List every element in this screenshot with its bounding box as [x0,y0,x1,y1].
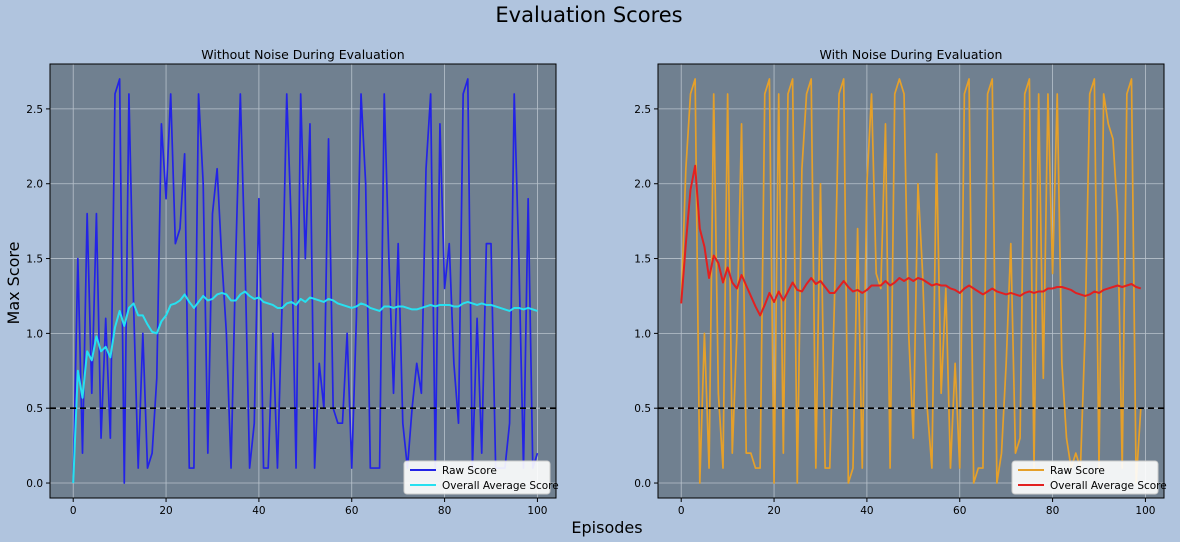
chart-title: Without Noise During Evaluation [201,47,404,62]
tick-layer: 0 20 40 60 80 100 0.0 0.5 1.0 1.5 2.0 2.5 [634,104,1155,517]
legend-box [403,460,551,495]
plot-frame [657,63,1165,499]
y-tick-label: 0.0 [634,478,651,490]
y-tick-label: 0.5 [634,403,651,415]
y-tick-label: 0.5 [26,403,43,415]
x-tick-label: 60 [953,505,966,517]
x-tick-label: 40 [252,505,265,517]
x-tick-label: 0 [70,505,77,517]
y-tick-label: 2.5 [634,104,651,116]
y-tick-label: 2.5 [26,104,43,116]
y-tick-label: 1.5 [634,254,651,266]
figure-title: Evaluation Scores [495,3,682,27]
legend-label-overall-average: Overall Average Score [1050,480,1167,492]
x-tick-label: 80 [1046,505,1059,517]
figure-xlabel: Episodes [571,518,642,537]
x-tick-label: 20 [767,505,780,517]
legend-label-raw-score: Raw Score [1050,465,1105,477]
chart-title: With Noise During Evaluation [820,47,1003,62]
y-tick-label: 2.0 [634,179,651,191]
plot-frame [49,63,557,499]
y-tick-label: 1.0 [26,328,43,340]
legend: Raw Score Overall Average Score [403,460,559,495]
figure-ylabel: Max Score [4,242,23,325]
y-tick-label: 1.0 [634,328,651,340]
x-tick-label: 100 [527,505,547,517]
legend-label-overall-average: Overall Average Score [442,480,559,492]
chart-without-noise: 0 20 40 60 80 100 0.0 0.5 1.0 1.5 2.0 2.5 Without N… [26,47,558,517]
legend: Raw Score Overall Average Score [1011,460,1167,495]
x-tick-label: 40 [860,505,873,517]
x-tick-label: 80 [438,505,451,517]
legend-label-raw-score: Raw Score [442,465,497,477]
tick-layer: 0 20 40 60 80 100 0.0 0.5 1.0 1.5 2.0 2.5 [26,104,547,517]
series-layer [72,78,539,484]
y-tick-label: 0.0 [26,478,43,490]
x-tick-label: 100 [1135,505,1155,517]
y-tick-label: 2.0 [26,179,43,191]
series-line-overall-average-score [680,164,1142,317]
x-tick-label: 20 [159,505,172,517]
chart-with-noise: 0 20 40 60 80 100 0.0 0.5 1.0 1.5 2.0 2.5 With Nois… [634,47,1166,517]
y-tick-label: 1.5 [26,254,43,266]
x-tick-label: 60 [345,505,358,517]
x-tick-label: 0 [678,505,685,517]
series-line-raw-score [680,78,1142,484]
legend-box [1011,460,1159,495]
series-line-raw-score [72,78,539,484]
series-line-overall-average-score [72,290,538,484]
series-layer [680,78,1142,484]
